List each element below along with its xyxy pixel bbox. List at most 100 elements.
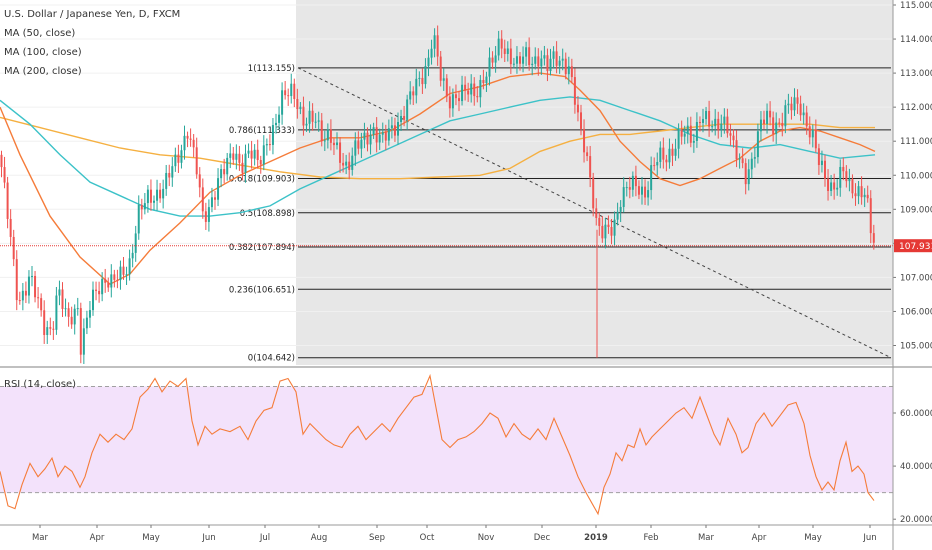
ma-50-legend[interactable]: MA (50, close)	[4, 28, 76, 39]
candle-body	[92, 289, 94, 311]
candle-body	[866, 194, 869, 199]
time-axis[interactable]: Mar Apr May Jun Jul Aug Sep Oct Nov Dec 2019 Feb Mar…	[0, 524, 932, 543]
candle-body	[12, 236, 15, 260]
candle-body	[177, 154, 180, 163]
candle-body	[198, 174, 201, 188]
candle-body	[101, 278, 104, 295]
rsi-pane: 60.0000 40.0000 20.0000	[0, 366, 932, 525]
ma-200-legend[interactable]: MA (200, close)	[4, 66, 82, 77]
candle-body	[647, 190, 650, 198]
candle-body	[82, 328, 85, 355]
rsi-axis-label: 60.0000	[900, 409, 932, 419]
candle-body	[67, 308, 70, 317]
candle-body	[119, 266, 122, 281]
candle-body	[226, 157, 229, 175]
candle-body	[351, 155, 354, 170]
candle-body	[134, 233, 137, 253]
candle-body	[76, 308, 79, 310]
candle-body	[744, 163, 747, 185]
candle-body	[345, 161, 348, 166]
candle-body	[256, 149, 259, 161]
candle-body	[839, 166, 842, 188]
candle-body	[34, 275, 37, 298]
last-price-badge	[894, 239, 932, 253]
fibonacci-retracement-region	[296, 0, 893, 365]
candle-body	[207, 207, 210, 222]
candle-body	[171, 166, 174, 178]
candle-body	[738, 158, 741, 160]
candle-body	[415, 78, 418, 96]
candle-body	[293, 83, 296, 100]
candle-body	[537, 56, 540, 67]
candle-body	[766, 110, 769, 124]
price-axis-label: 112.000	[900, 103, 932, 113]
candle-body	[711, 126, 714, 128]
candle-body	[381, 132, 384, 135]
candle-body	[616, 211, 619, 220]
candle-body	[366, 132, 369, 145]
candle-body	[726, 116, 729, 134]
candle-body	[284, 90, 287, 96]
ma-200-line	[0, 116, 875, 180]
candle-body	[476, 96, 479, 98]
price-axis-label: 107.000	[900, 273, 932, 283]
candle-body	[644, 186, 647, 198]
candle-body	[162, 188, 165, 199]
candle-body	[427, 57, 430, 67]
candle-body	[317, 120, 320, 122]
candle-body	[223, 169, 226, 175]
candle-body	[433, 35, 436, 49]
candle-body	[107, 282, 110, 288]
candle-body	[598, 217, 601, 226]
candle-body	[320, 120, 323, 142]
candle-body	[165, 172, 168, 189]
candle-body	[708, 110, 711, 127]
candle-body	[546, 55, 549, 72]
candle-body	[302, 106, 305, 126]
candle-body	[656, 162, 659, 166]
candle-body	[503, 48, 506, 54]
price-axis[interactable]: 115.000 114.000 113.000 112.000 111.000 110.0…	[893, 0, 932, 550]
candle-body	[220, 169, 223, 179]
price-axis-label: 110.000	[900, 171, 932, 181]
candle-body	[540, 58, 543, 67]
ma-100-legend[interactable]: MA (100, close)	[4, 47, 82, 58]
candle-body	[857, 186, 860, 197]
candle-body	[805, 112, 808, 127]
rsi-legend[interactable]: RSI (14, close)	[4, 379, 77, 390]
candle-body	[732, 135, 735, 141]
candle-body	[451, 94, 454, 109]
candle-body	[439, 56, 442, 81]
time-axis-label: Jul	[259, 533, 270, 543]
candle-body	[827, 178, 830, 191]
candle-body	[869, 198, 872, 234]
candle-body	[329, 129, 332, 143]
time-axis-label: Nov	[478, 533, 495, 543]
candle-body	[769, 110, 772, 118]
candle-body	[763, 119, 765, 124]
candle-body	[820, 160, 823, 166]
candle-body	[290, 83, 293, 97]
candle-body	[628, 187, 631, 190]
candle-body	[576, 104, 579, 113]
candle-body	[802, 112, 805, 116]
candle-body	[40, 298, 43, 311]
candle-body	[583, 128, 586, 153]
candle-body	[470, 83, 473, 95]
candle-body	[488, 57, 491, 77]
candle-body	[717, 118, 720, 131]
trend-line	[297, 67, 892, 359]
candle-body	[88, 310, 91, 318]
candle-body	[24, 290, 27, 296]
candle-body	[604, 224, 607, 239]
candle-body	[104, 278, 107, 283]
candle-body	[253, 149, 256, 159]
candle-body	[830, 182, 833, 191]
candle-body	[122, 266, 125, 275]
candle-body	[622, 187, 625, 207]
candle-body	[174, 154, 177, 167]
candle-body	[98, 290, 101, 295]
candle-body	[817, 148, 820, 166]
candle-body	[461, 84, 464, 102]
